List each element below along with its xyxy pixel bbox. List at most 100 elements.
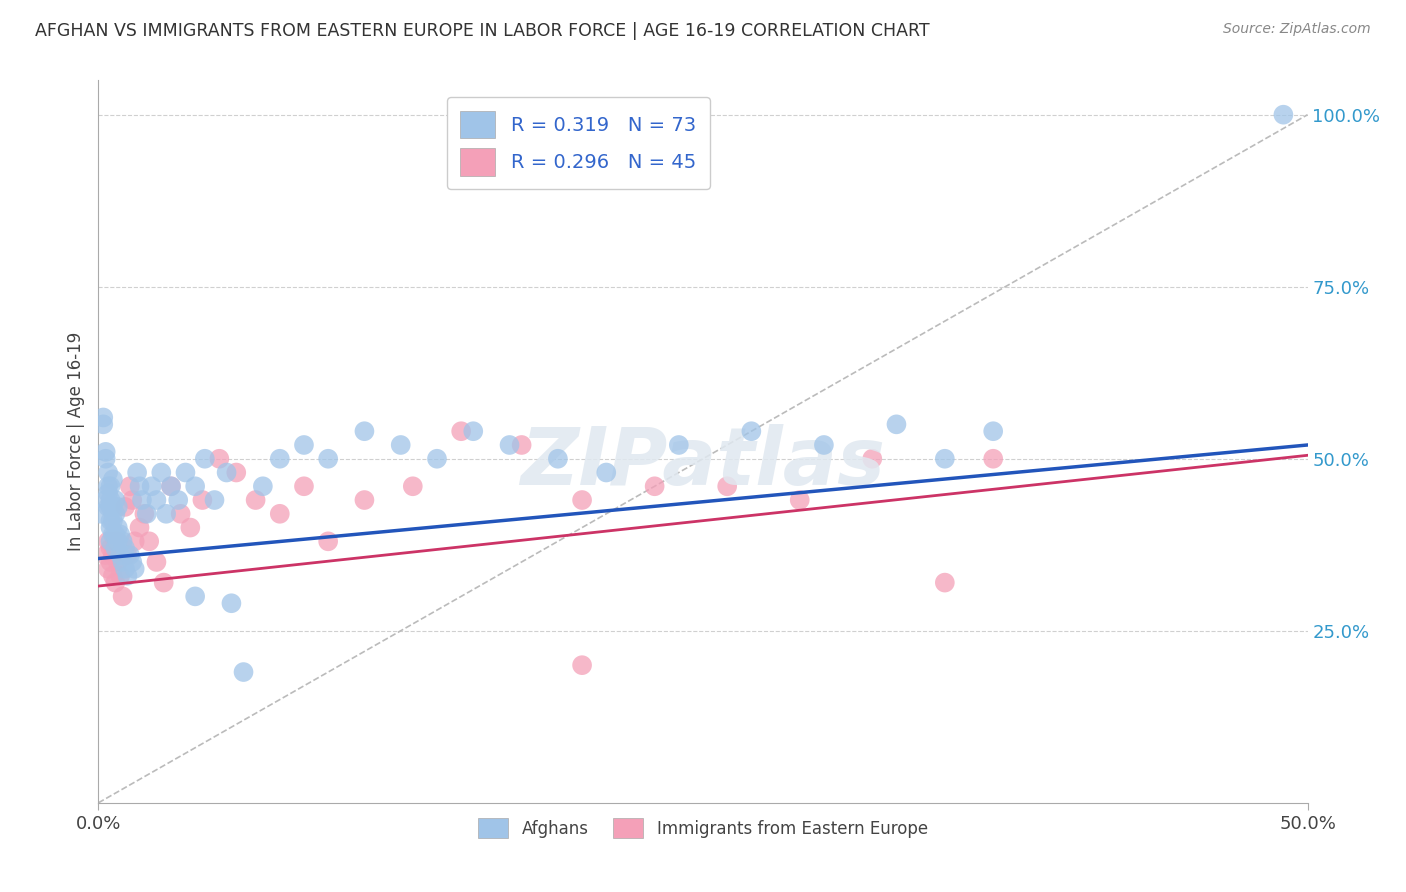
Point [150, 466, 173, 480]
Point [571, 493, 593, 508]
Point [160, 479, 183, 493]
Point [111, 590, 134, 604]
Point [118, 548, 141, 562]
Point [104, 534, 127, 549]
Point [100, 541, 122, 556]
Point [100, 514, 122, 528]
Point [100, 493, 122, 508]
Point [101, 514, 124, 528]
Point [934, 451, 956, 466]
Point [789, 493, 811, 508]
Point [316, 534, 339, 549]
Point [121, 493, 143, 508]
Point [167, 493, 190, 508]
Point [174, 466, 197, 480]
Point [353, 493, 375, 508]
Point [886, 417, 908, 432]
Point [860, 451, 883, 466]
Point [1272, 108, 1295, 122]
Point [463, 424, 485, 438]
Point [100, 555, 122, 569]
Point [114, 541, 136, 556]
Point [813, 438, 835, 452]
Point [292, 479, 315, 493]
Point [595, 466, 617, 480]
Point [179, 520, 201, 534]
Point [292, 438, 315, 452]
Point [94, 451, 117, 466]
Point [94, 548, 117, 562]
Point [245, 493, 267, 508]
Point [101, 568, 124, 582]
Point [100, 500, 122, 514]
Point [108, 527, 131, 541]
Point [152, 575, 174, 590]
Point [104, 527, 127, 541]
Point [127, 466, 149, 480]
Point [101, 548, 124, 562]
Point [104, 575, 127, 590]
Point [101, 527, 124, 541]
Point [100, 479, 122, 493]
Point [124, 562, 146, 576]
Point [134, 507, 156, 521]
Point [426, 451, 449, 466]
Point [716, 479, 738, 493]
Point [184, 590, 207, 604]
Point [94, 493, 117, 508]
Legend: Afghans, Immigrants from Eastern Europe: Afghans, Immigrants from Eastern Europe [471, 812, 935, 845]
Point [97, 479, 120, 493]
Point [100, 534, 122, 549]
Point [450, 424, 472, 438]
Point [145, 555, 167, 569]
Point [104, 507, 127, 521]
Point [160, 479, 183, 493]
Point [184, 479, 207, 493]
Point [107, 500, 129, 514]
Point [934, 575, 956, 590]
Point [97, 562, 120, 576]
Point [644, 479, 666, 493]
Point [402, 479, 425, 493]
Point [204, 493, 226, 508]
Point [194, 451, 217, 466]
Point [117, 568, 139, 582]
Point [97, 466, 120, 480]
Point [108, 568, 131, 582]
Point [141, 479, 163, 493]
Point [128, 479, 150, 493]
Point [131, 493, 153, 508]
Point [124, 534, 146, 549]
Point [104, 493, 127, 508]
Text: Source: ZipAtlas.com: Source: ZipAtlas.com [1223, 22, 1371, 37]
Point [114, 500, 136, 514]
Point [101, 472, 124, 486]
Point [221, 596, 243, 610]
Point [155, 507, 177, 521]
Point [269, 507, 291, 521]
Point [111, 555, 134, 569]
Point [121, 555, 143, 569]
Point [118, 479, 141, 493]
Point [94, 445, 117, 459]
Point [191, 493, 214, 508]
Point [128, 520, 150, 534]
Point [353, 424, 375, 438]
Point [252, 479, 274, 493]
Point [232, 665, 254, 679]
Point [107, 534, 129, 549]
Point [571, 658, 593, 673]
Point [269, 451, 291, 466]
Point [498, 438, 520, 452]
Point [97, 534, 120, 549]
Point [208, 451, 231, 466]
Point [114, 562, 136, 576]
Point [107, 534, 129, 549]
Point [215, 466, 238, 480]
Text: ZIPatlas: ZIPatlas [520, 425, 886, 502]
Point [740, 424, 762, 438]
Point [981, 424, 1004, 438]
Point [117, 548, 139, 562]
Point [169, 507, 191, 521]
Point [101, 500, 124, 514]
